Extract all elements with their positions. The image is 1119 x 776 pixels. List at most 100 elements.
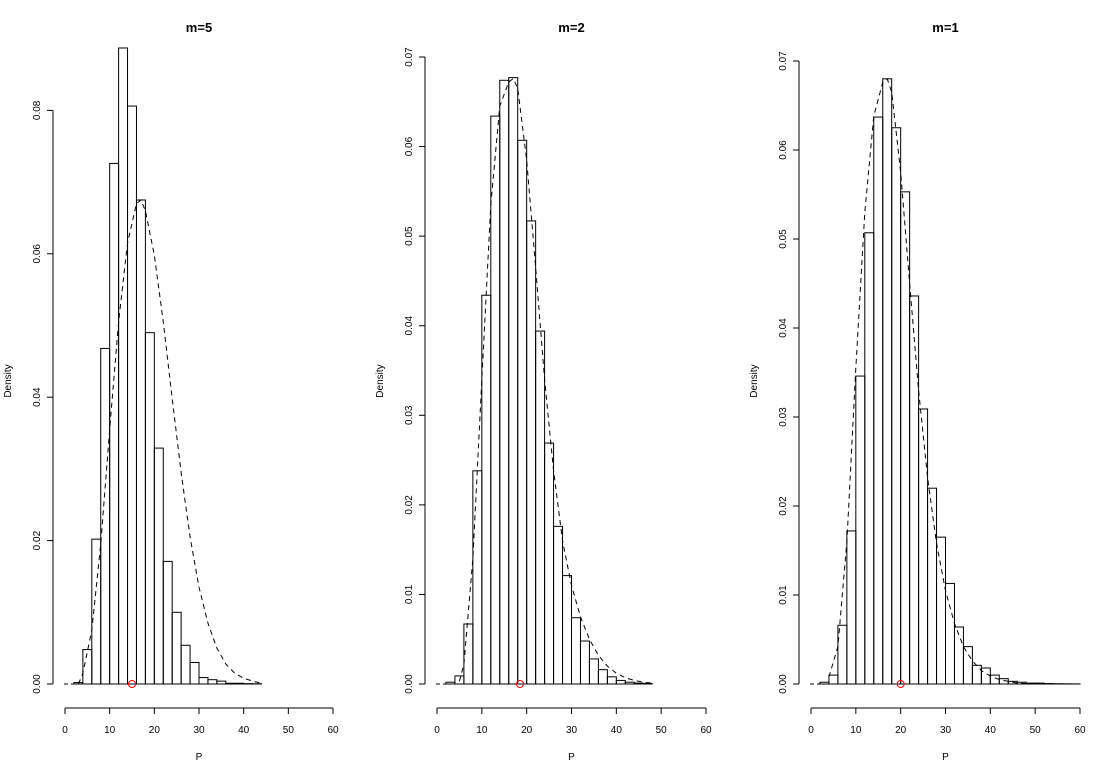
- x-tick-label: 60: [327, 725, 339, 736]
- histogram-bar: [873, 116, 884, 685]
- y-tick-label: 0.01: [404, 584, 415, 604]
- x-tick-label: 20: [149, 725, 161, 736]
- histogram-bar: [571, 617, 581, 685]
- histogram-bar: [535, 330, 546, 685]
- y-tick-label: 0.04: [32, 387, 43, 407]
- y-tick-label: 0.00: [32, 674, 43, 694]
- histogram-bar: [490, 115, 501, 685]
- histogram-bar: [171, 611, 182, 685]
- histogram-bar: [526, 220, 537, 685]
- x-tick-label: 10: [476, 725, 488, 736]
- x-axis-label: P: [942, 752, 949, 763]
- x-tick-label: 10: [104, 725, 116, 736]
- histogram-bar: [109, 162, 120, 685]
- y-axis-label: Density: [375, 364, 386, 397]
- y-tick-label: 0.03: [404, 405, 415, 425]
- histogram-panel-3: 0 10 20 30 40 50 60 0.00 0.01 0.02 0.03 0.04 0.05 0.0…: [749, 20, 1086, 763]
- y-tick-label: 0.04: [404, 316, 415, 336]
- histogram-bar: [962, 646, 973, 685]
- histogram-bar: [882, 78, 893, 685]
- y-tick-label: 0.06: [404, 136, 415, 156]
- y-tick-label: 0.06: [32, 244, 43, 264]
- histogram-bar: [162, 560, 173, 685]
- x-axis-label: P: [568, 752, 575, 763]
- histogram-bar: [579, 640, 590, 685]
- histogram-bar: [1034, 682, 1045, 685]
- histogram-bar: [127, 105, 137, 685]
- x-tick-label: 0: [808, 725, 814, 736]
- histogram-bar: [855, 375, 866, 685]
- x-tick-label: 30: [193, 725, 205, 736]
- histogram-bar: [499, 79, 510, 685]
- histogram-bar: [588, 658, 599, 685]
- y-tick-label: 0.07: [778, 51, 789, 71]
- x-tick-label: 50: [283, 725, 295, 736]
- x-tick-label: 10: [850, 725, 862, 736]
- y-tick-label: 0.05: [404, 226, 415, 246]
- histogram-bar: [606, 676, 617, 685]
- histogram-bar: [597, 669, 608, 685]
- histogram-bar: [100, 347, 111, 685]
- observed-value-marker: [128, 680, 136, 688]
- histogram-bar: [180, 644, 191, 685]
- y-tick-label: 0.00: [404, 674, 415, 694]
- observed-value-marker: [896, 680, 905, 688]
- histogram-bar: [891, 127, 902, 685]
- x-tick-label: 20: [521, 725, 533, 736]
- density-curve: [458, 77, 653, 684]
- y-tick-label: 0.05: [778, 229, 789, 249]
- x-tick-label: 20: [895, 725, 907, 736]
- density-curve: [77, 199, 262, 685]
- histogram-bar: [198, 677, 209, 685]
- x-axis-label: P: [196, 752, 203, 763]
- histogram-bar: [633, 682, 644, 685]
- histogram-bar: [953, 626, 964, 685]
- chart-title: m=2: [558, 20, 584, 35]
- y-tick-label: 0.01: [778, 585, 789, 605]
- histogram-bar: [91, 538, 102, 685]
- histogram-bar: [234, 682, 245, 685]
- histogram-bar: [553, 525, 564, 685]
- observed-value-marker: [515, 680, 524, 688]
- histogram-panel-2: 0 10 20 30 40 50 60 0.00 0.01 0.02 0.03 0.04 0.05 0.0…: [375, 20, 712, 763]
- histogram-bar: [153, 447, 164, 685]
- histogram-bar: [216, 680, 227, 685]
- y-axis-label: Density: [749, 364, 760, 397]
- x-tick-label: 50: [1030, 725, 1042, 736]
- y-tick-label: 0.02: [778, 496, 789, 516]
- histogram-bar: [936, 536, 947, 685]
- histogram-bar: [927, 487, 938, 685]
- y-tick-label: 0.07: [404, 47, 415, 67]
- x-tick-label: 30: [566, 725, 578, 736]
- histogram-bar: [225, 682, 236, 685]
- x-tick-label: 40: [238, 725, 250, 736]
- chart-title: m=5: [186, 20, 212, 35]
- histogram-bar: [472, 470, 483, 685]
- y-tick-label: 0.06: [778, 140, 789, 160]
- y-tick-label: 0.04: [778, 318, 789, 338]
- histogram-bar: [508, 77, 519, 685]
- histogram-bar: [971, 664, 982, 685]
- y-tick-label: 0.08: [32, 100, 43, 120]
- x-tick-label: 0: [434, 725, 440, 736]
- histogram-bar: [118, 47, 129, 685]
- x-tick-label: 30: [940, 725, 952, 736]
- y-axis-label: Density: [3, 364, 14, 397]
- histogram-bar: [624, 681, 635, 685]
- histogram-bar: [909, 295, 920, 685]
- y-tick-label: 0.02: [32, 530, 43, 550]
- histogram-bar: [189, 661, 200, 685]
- histogram-bar: [615, 679, 626, 685]
- histogram-bar: [864, 232, 875, 685]
- histogram-bar: [562, 575, 573, 685]
- histogram-bar: [980, 667, 991, 685]
- x-tick-label: 60: [700, 725, 712, 736]
- chart-title: m=1: [932, 20, 958, 35]
- histogram-bar: [207, 679, 218, 685]
- y-tick-label: 0.02: [404, 495, 415, 515]
- x-tick-label: 40: [985, 725, 997, 736]
- x-tick-label: 0: [62, 725, 68, 736]
- x-tick-label: 40: [611, 725, 623, 736]
- histogram-bar: [135, 199, 146, 685]
